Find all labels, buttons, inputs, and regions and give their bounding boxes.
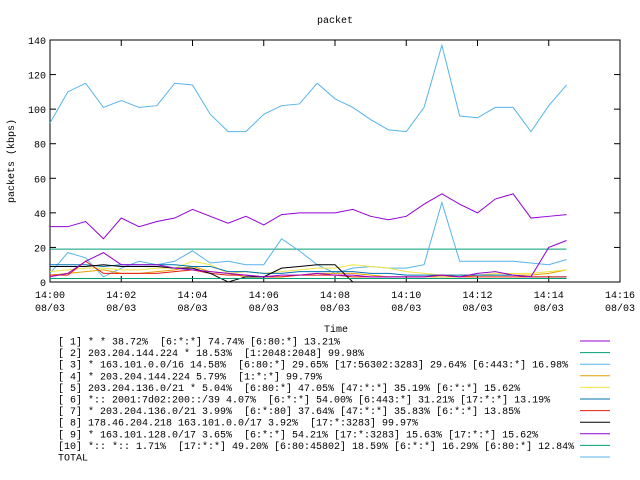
series-line <box>49 200 567 278</box>
x-tick-label: 14:04 08/03 <box>177 291 208 315</box>
legend-label: [ 2] 203.204.144.224 * 18.53% [1:2048:20… <box>58 348 364 360</box>
x-tick-label: 14:10 08/03 <box>391 291 422 315</box>
series-line <box>50 264 567 283</box>
x-tick-label: 14:12 08/03 <box>462 291 493 315</box>
legend-label: [ 8] 178.46.204.218 163.101.0.0/17 3.92%… <box>58 418 418 430</box>
chart-title: packet <box>317 15 353 27</box>
x-axis-label: Time <box>324 324 348 336</box>
y-axis-label: packets (kbps) <box>6 119 18 203</box>
y-tick-label: 80 <box>34 141 46 152</box>
legend-label: [ 7] * 203.204.136.0/21 3.99% [6:*:80] 3… <box>58 406 520 418</box>
legend-label: [10] *:: *:: 1.71% [17:*:*] 49.20% [6:80… <box>58 441 574 453</box>
legend-label: [ 9] * 163.101.128.0/17 3.65% [6:*:*] 54… <box>58 429 538 441</box>
y-tick-label: 120 <box>28 72 46 83</box>
y-tick-label: 140 <box>28 37 46 48</box>
plot-frame <box>49 39 621 283</box>
legend-label: [ 6] *:: 2001:7d02:200::/39 4.07% [6:*:*… <box>58 395 550 407</box>
x-tick-label: 14:08 08/03 <box>319 291 350 315</box>
x-tick-label: 14:00 08/03 <box>34 291 65 315</box>
y-tick-label: 0 <box>40 279 46 290</box>
legend-label: [ 4] * 203.204.144.224 5.79% [1:*:*] 99.… <box>58 371 322 383</box>
x-tick-label: 14:16 08/03 <box>604 291 635 315</box>
legend-label: [ 5] 203.204.136.0/21 * 5.04% [6:80:*] 4… <box>58 383 520 395</box>
x-tick-label: 14:06 08/03 <box>248 291 279 315</box>
series-line <box>50 260 567 278</box>
y-tick-label: 40 <box>34 210 46 221</box>
series-line <box>49 43 567 133</box>
x-tick-label: 14:14 08/03 <box>533 291 564 315</box>
legend-label: [ 1] * * 38.72% [6:*:*] 74.74% [6:80:*] … <box>58 337 340 349</box>
y-tick-label: 100 <box>28 106 46 117</box>
series-line <box>49 240 567 278</box>
x-tick-label: 14:02 08/03 <box>106 291 137 315</box>
y-tick-label: 60 <box>34 175 46 186</box>
legend-label: TOTAL <box>58 454 88 465</box>
y-tick-label: 20 <box>34 244 46 255</box>
series-line <box>50 193 567 240</box>
legend-label: [ 3] * 163.101.0.0/16 14.58% [6:80:*] 29… <box>58 360 568 372</box>
